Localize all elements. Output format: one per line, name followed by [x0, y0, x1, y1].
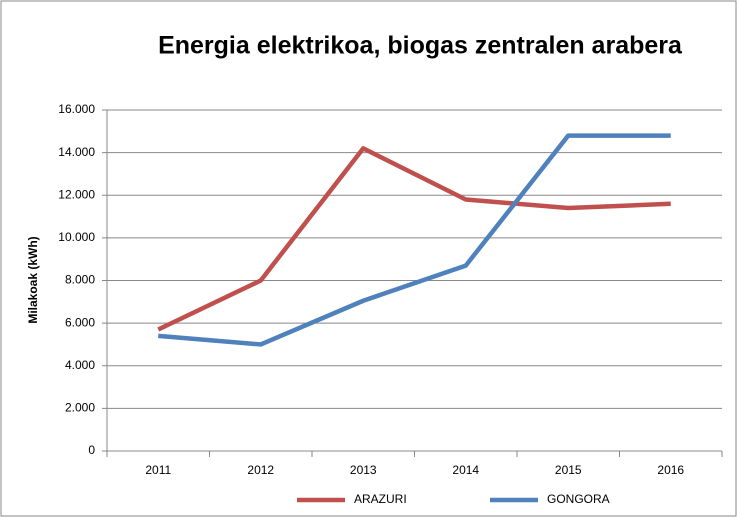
chart-title: Energia elektrikoa, biogas zentralen ara…: [158, 32, 683, 60]
x-tick-label: 2011: [145, 463, 171, 477]
x-tick-label: 2015: [555, 463, 582, 477]
legend-label: GONGORA: [547, 492, 610, 506]
y-tick-label: 6.000: [65, 315, 95, 329]
x-tick-label: 2012: [247, 463, 274, 477]
x-tick-label: 2014: [452, 463, 479, 477]
y-tick-label: 10.000: [58, 230, 95, 244]
y-tick-label: 8.000: [65, 273, 95, 287]
y-tick-label: 0: [88, 443, 95, 457]
y-tick-label: 2.000: [65, 401, 95, 415]
legend-label: ARAZURI: [354, 492, 407, 506]
series-line: [158, 133, 671, 347]
y-tick-label: 12.000: [58, 187, 95, 201]
y-tick-label: 16.000: [58, 102, 95, 116]
x-tick-label: 2013: [350, 463, 377, 477]
y-axis-label: Milakoak (kWh): [26, 236, 40, 323]
series-line: [157, 146, 671, 332]
y-tick-label: 14.000: [58, 145, 95, 159]
x-tick-label: 2016: [657, 463, 684, 477]
y-tick-label: 4.000: [65, 358, 95, 372]
